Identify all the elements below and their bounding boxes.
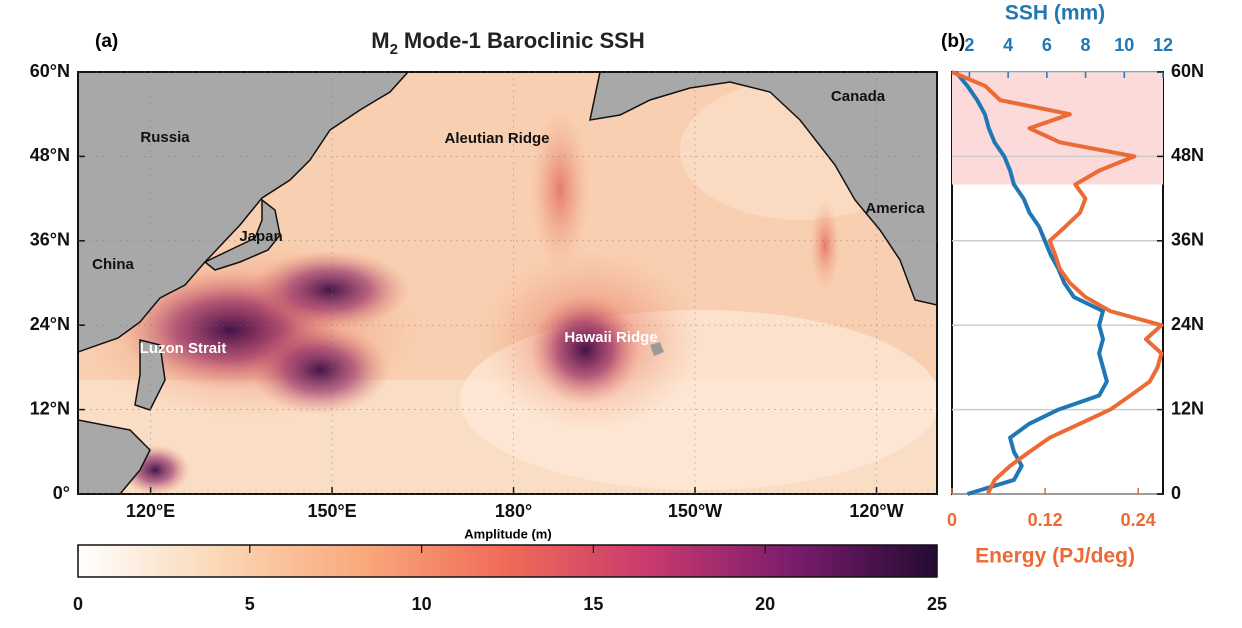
land-asia bbox=[78, 72, 410, 353]
colorbar-tick-label: 10 bbox=[412, 594, 432, 614]
region-label: Hawaii Ridge bbox=[564, 329, 657, 346]
region-label: Canada bbox=[831, 88, 886, 105]
colorbar-tick-label: 5 bbox=[245, 594, 255, 614]
hotspot bbox=[810, 200, 840, 290]
y-tick-label: 24°N bbox=[30, 314, 70, 334]
y-tick-label: 12N bbox=[1171, 398, 1204, 418]
colorbar bbox=[77, 544, 938, 578]
region-label: Russia bbox=[140, 129, 190, 146]
land-america bbox=[589, 72, 937, 306]
bottom-tick-label: 0 bbox=[947, 510, 957, 530]
top-tick-label: 6 bbox=[1042, 35, 1052, 55]
series-line bbox=[951, 70, 1164, 495]
colorbar-label: Amplitude (m) bbox=[464, 526, 551, 541]
panel-label: (a) bbox=[95, 31, 118, 52]
bottom-tick-label: 0.24 bbox=[1121, 510, 1156, 530]
hotspot bbox=[530, 295, 640, 405]
top-axis-title: SSH (mm) bbox=[1005, 2, 1105, 25]
top-tick-label: 8 bbox=[1081, 35, 1091, 55]
region-label: Aleutian Ridge bbox=[444, 130, 549, 147]
colorbar-tick-label: 0 bbox=[73, 594, 83, 614]
colorbar-tick-label: 15 bbox=[583, 594, 603, 614]
colorbar-tick-label: 25 bbox=[927, 594, 947, 614]
land-japan bbox=[203, 198, 281, 271]
top-tick-label: 4 bbox=[1003, 35, 1013, 55]
hotspot bbox=[250, 325, 390, 415]
map-frame bbox=[77, 71, 938, 495]
land-indonesia bbox=[78, 419, 151, 494]
hotspot bbox=[250, 250, 410, 330]
title-sub: 2 bbox=[390, 41, 398, 58]
title-main: M bbox=[371, 28, 389, 53]
y-tick-label: 12°N bbox=[30, 398, 70, 418]
y-tick-label: 48N bbox=[1171, 145, 1204, 165]
region-label: China bbox=[92, 256, 134, 273]
y-tick-label: 0° bbox=[53, 483, 70, 503]
x-tick-label: 180° bbox=[495, 501, 532, 521]
y-tick-label: 60N bbox=[1171, 61, 1204, 81]
region-label: Luzon Strait bbox=[140, 340, 227, 357]
x-tick-label: 120°E bbox=[126, 501, 175, 521]
y-tick-label: 48°N bbox=[30, 145, 70, 165]
region-label: America bbox=[865, 200, 925, 217]
x-tick-label: 120°W bbox=[849, 501, 903, 521]
top-tick-label: 12 bbox=[1153, 35, 1173, 55]
y-tick-label: 60°N bbox=[30, 61, 70, 81]
series-line bbox=[954, 70, 1109, 496]
map-area bbox=[78, 72, 937, 494]
colorbar-tick-label: 20 bbox=[755, 594, 775, 614]
x-tick-label: 150°E bbox=[307, 501, 356, 521]
y-tick-label: 24N bbox=[1171, 314, 1204, 334]
highlight-band bbox=[952, 72, 1163, 185]
hotspot bbox=[530, 110, 590, 270]
y-tick-label: 0 bbox=[1171, 483, 1181, 503]
title-rest: Mode-1 Baroclinic SSH bbox=[404, 28, 645, 53]
land-hawaii bbox=[650, 342, 664, 356]
y-tick-label: 36°N bbox=[30, 230, 70, 250]
region-label: Japan bbox=[239, 228, 282, 245]
bottom-axis-title: Energy (PJ/deg) bbox=[975, 545, 1135, 568]
panel-label: (b) bbox=[941, 31, 965, 52]
y-tick-label: 36N bbox=[1171, 230, 1204, 250]
land-philippines bbox=[134, 339, 166, 411]
bottom-tick-label: 0.12 bbox=[1028, 510, 1063, 530]
top-tick-label: 10 bbox=[1114, 35, 1134, 55]
x-tick-label: 150°W bbox=[668, 501, 722, 521]
top-tick-label: 2 bbox=[964, 35, 974, 55]
map-title: M2 Mode-1 Baroclinic SSH bbox=[371, 28, 645, 58]
